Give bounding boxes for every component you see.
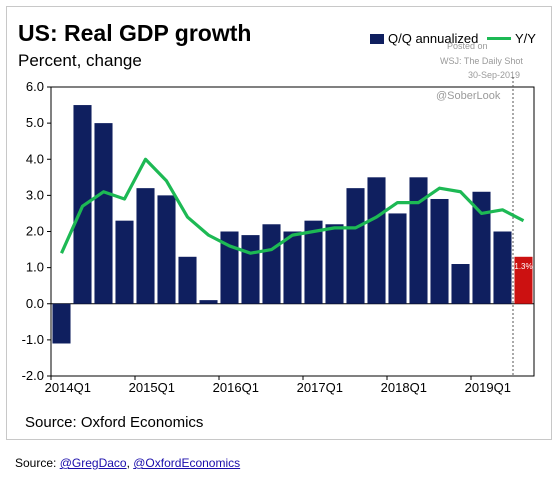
chart-subtitle: Percent, change	[18, 51, 142, 70]
qq-bar	[241, 235, 260, 304]
y-tick-label: 3.0	[26, 187, 44, 202]
qq-bar	[283, 231, 302, 304]
qq-bar	[157, 195, 176, 304]
legend-bar-swatch	[370, 33, 384, 44]
y-tick-label: 6.0	[26, 79, 44, 94]
yy-line	[60, 157, 525, 255]
qq-bar	[388, 213, 407, 304]
qq-bar	[115, 220, 134, 304]
qq-bar	[451, 264, 470, 304]
qq-bar	[367, 177, 386, 304]
qq-bar	[409, 177, 428, 304]
watermark-date: 30-Sep-2019	[468, 70, 521, 80]
x-tick-label: 2017Q1	[297, 380, 343, 395]
qq-bar	[136, 188, 155, 304]
qq-bar	[94, 123, 113, 304]
watermark-posted-on: Posted on	[447, 41, 488, 51]
x-tick-label: 2015Q1	[129, 380, 175, 395]
legend-item-qq: Q/Q annualized	[370, 31, 478, 46]
x-tick-label: 2019Q1	[465, 380, 511, 395]
legend-line-swatch	[487, 37, 511, 40]
y-tick-label: 0.0	[26, 296, 44, 311]
y-tick-label: 5.0	[26, 115, 44, 130]
y-tick-label: 1.0	[26, 260, 44, 275]
y-tick-label: -2.0	[22, 368, 44, 383]
qq-bar	[325, 224, 344, 304]
legend-qq-label: Q/Q annualized	[388, 31, 479, 46]
x-tick-label: 2014Q1	[45, 380, 91, 395]
watermark-handle: @SoberLook	[436, 90, 501, 102]
y-tick-label: 2.0	[26, 224, 44, 239]
qq-bar	[493, 231, 512, 304]
legend-yy-label: Y/Y	[515, 31, 536, 46]
credit-prefix: Source:	[15, 456, 60, 470]
qq-bar	[220, 231, 239, 304]
x-tick-label: 2018Q1	[381, 380, 427, 395]
x-tick-label: 2016Q1	[213, 380, 259, 395]
qq-bar	[430, 198, 449, 304]
qq-bar	[346, 188, 365, 304]
qq-bar	[304, 220, 323, 304]
credit-line: Source: @GregDaco, @OxfordEconomics	[15, 456, 240, 470]
qq-bar	[178, 256, 197, 304]
credit-separator: ,	[126, 456, 134, 470]
qq-bar	[262, 224, 281, 304]
legend-item-yy: Y/Y	[487, 31, 536, 46]
y-tick-label: 4.0	[26, 151, 44, 166]
forecast-bar	[514, 256, 533, 304]
qq-bar	[52, 303, 71, 344]
watermark-publication: WSJ: The Daily Shot	[440, 56, 523, 66]
chart-title: US: Real GDP growth	[18, 20, 252, 46]
credit-link-oxfordeconomics[interactable]: @OxfordEconomics	[133, 456, 241, 470]
qq-bar	[472, 191, 491, 304]
forecast-value-label: 1.3%	[514, 262, 532, 271]
y-tick-label: -1.0	[22, 332, 44, 347]
credit-link-gregdaco[interactable]: @GregDaco	[59, 456, 127, 470]
qq-bar	[199, 300, 218, 304]
chart-source: Source: Oxford Economics	[25, 414, 204, 431]
